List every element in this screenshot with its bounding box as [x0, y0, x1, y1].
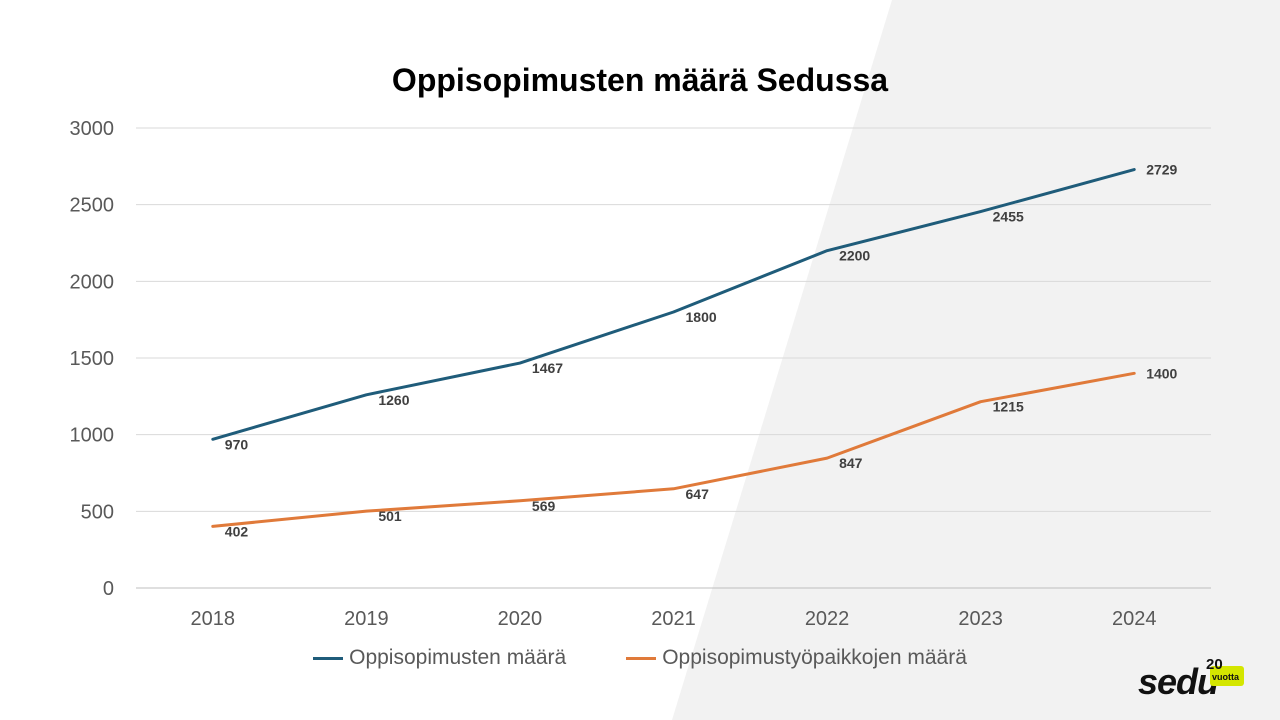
legend-label-series-1: Oppisopimusten määrä — [349, 646, 567, 669]
data-label: 1260 — [378, 392, 409, 408]
legend-swatch-series-2 — [626, 656, 657, 660]
data-label: 2455 — [993, 209, 1024, 225]
data-label: 569 — [532, 498, 556, 514]
x-tick-label: 2022 — [805, 608, 850, 630]
x-tick-label: 2019 — [344, 608, 389, 630]
y-tick-label: 3000 — [70, 118, 115, 140]
logo-badge-text: vuotta — [1212, 672, 1239, 682]
x-tick-label: 2020 — [498, 608, 543, 630]
x-tick-label: 2018 — [191, 608, 236, 630]
data-label: 402 — [225, 523, 249, 539]
y-tick-label: 1500 — [70, 348, 115, 370]
sedu-logo: sedu 20 vuotta — [1138, 656, 1248, 702]
y-tick-label: 500 — [81, 501, 114, 523]
legend: Oppisopimusten määrä Oppisopimustyöpaikk… — [0, 646, 1280, 670]
x-tick-label: 2023 — [958, 608, 1003, 630]
y-tick-label: 2500 — [70, 195, 115, 217]
data-label: 847 — [839, 455, 863, 471]
data-label: 647 — [686, 486, 710, 502]
logo-badge-number: 20 — [1206, 656, 1223, 673]
x-tick-label: 2024 — [1112, 608, 1157, 630]
legend-swatch-series-1 — [313, 656, 344, 660]
series-line-1 — [211, 168, 1136, 441]
data-label: 1467 — [532, 360, 563, 376]
series-line-2 — [211, 371, 1136, 528]
legend-label-series-2: Oppisopimustyöpaikkojen määrä — [662, 646, 967, 669]
data-label: 2729 — [1146, 162, 1177, 178]
logo-badge — [1210, 666, 1244, 686]
data-label: 501 — [378, 508, 402, 524]
data-label: 2200 — [839, 248, 870, 264]
y-tick-label: 2000 — [70, 271, 115, 293]
legend-entry-series-1: Oppisopimusten määrä — [313, 646, 566, 670]
logo-wordmark: sedu — [1138, 661, 1219, 702]
chart-title: Oppisopimusten määrä Sedussa — [391, 62, 889, 98]
x-tick-label: 2021 — [651, 608, 696, 630]
data-label: 1215 — [993, 399, 1024, 415]
legend-entry-series-2: Oppisopimustyöpaikkojen määrä — [626, 646, 967, 670]
data-label: 1400 — [1146, 365, 1177, 381]
data-label: 1800 — [686, 309, 717, 325]
y-tick-label: 1000 — [70, 425, 115, 447]
data-label: 970 — [225, 436, 249, 452]
y-tick-label: 0 — [103, 578, 114, 600]
